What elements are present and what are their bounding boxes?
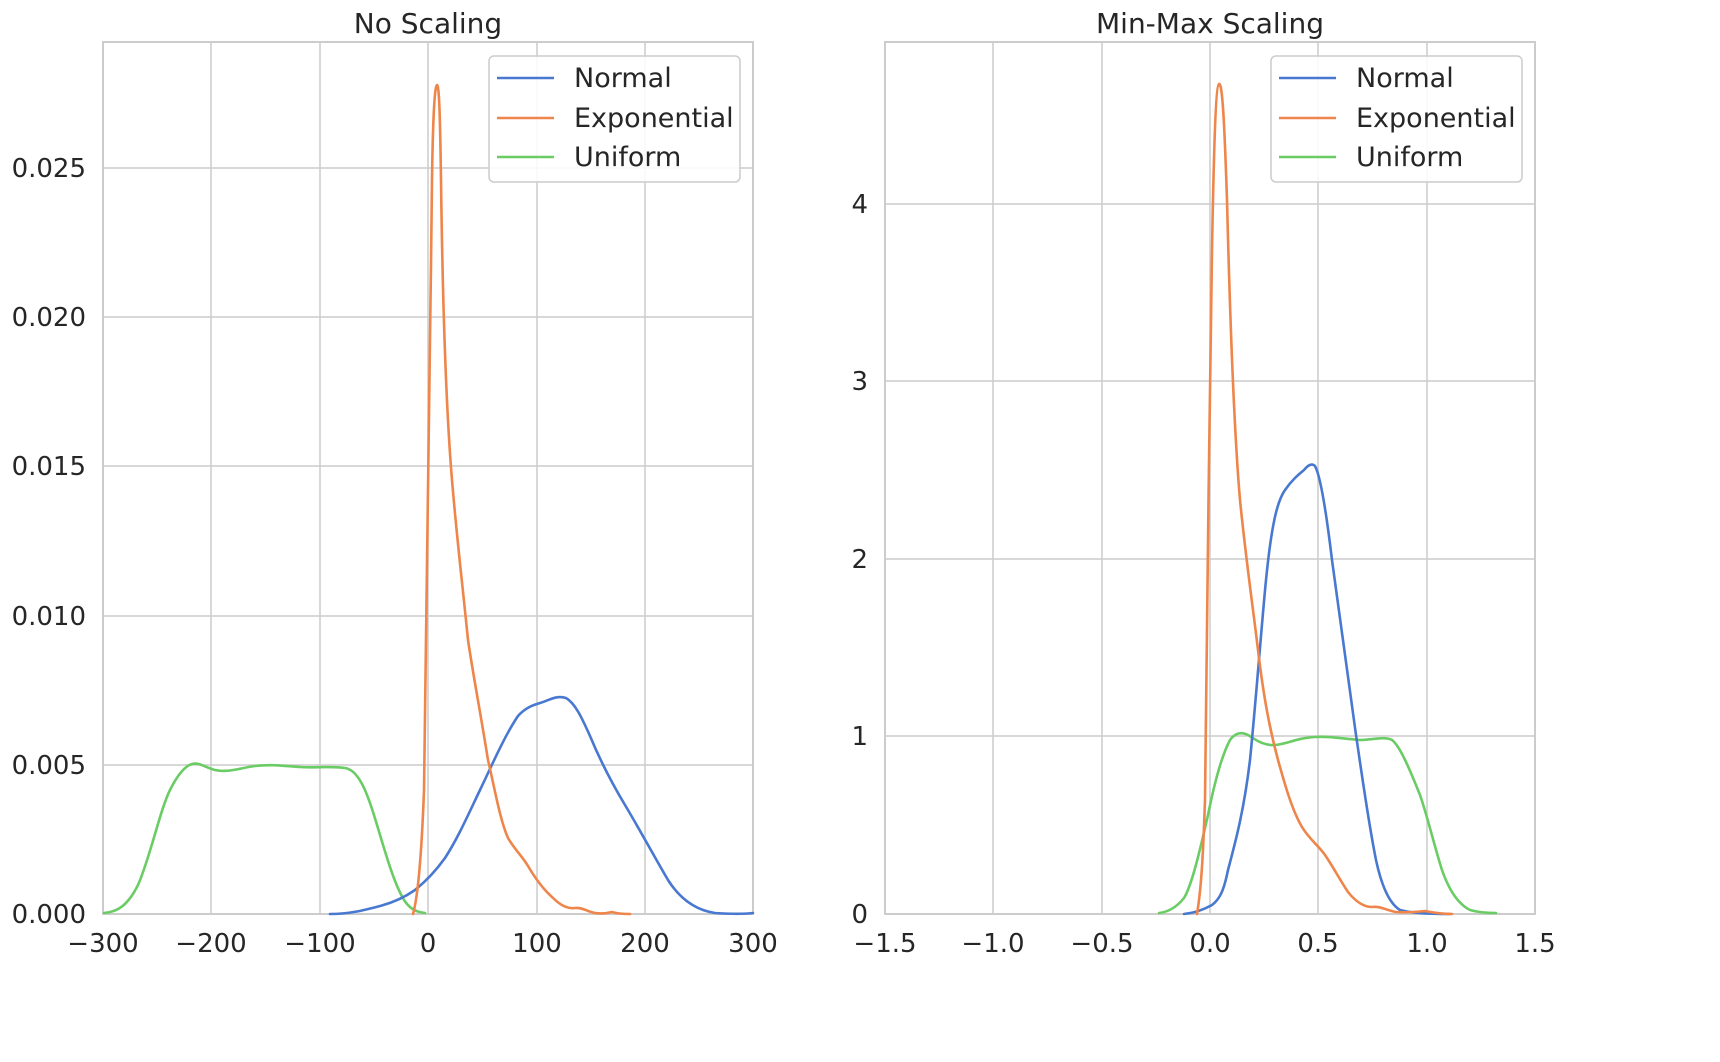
svg-text:−0.5: −0.5: [1070, 929, 1133, 959]
legend-uniform-label: Uniform: [1356, 142, 1463, 173]
x-tick-labels: −1.5 −1.0 −0.5 0.0 0.5 1.0 1.5: [853, 929, 1555, 959]
uniform-curve: [102, 762, 427, 915]
svg-text:0: 0: [420, 929, 437, 959]
legend-normal-label: Normal: [574, 63, 672, 94]
panel-title: Min-Max Scaling: [1096, 7, 1324, 40]
svg-text:0.0: 0.0: [1189, 929, 1230, 959]
svg-text:1.0: 1.0: [1406, 929, 1447, 959]
curves: [1157, 82, 1498, 916]
svg-text:−100: −100: [284, 929, 355, 959]
exponential-curve: [1195, 82, 1454, 916]
svg-text:0.015: 0.015: [12, 452, 86, 482]
svg-text:0.020: 0.020: [12, 303, 86, 333]
legend: Normal Exponential Uniform: [488, 55, 741, 183]
svg-text:−1.0: −1.0: [961, 929, 1024, 959]
panel-title: No Scaling: [354, 7, 502, 40]
svg-text:200: 200: [620, 929, 670, 959]
x-tick-labels: −300 −200 −100 0 100 200 300: [67, 929, 778, 959]
normal-curve: [328, 695, 755, 916]
svg-text:0.005: 0.005: [12, 751, 86, 781]
legend-exponential-label: Exponential: [574, 103, 734, 134]
uniform-curve: [1157, 731, 1498, 915]
svg-text:0.025: 0.025: [12, 154, 86, 184]
y-tick-labels: 0 1 2 3 4: [851, 190, 868, 930]
svg-text:−1.5: −1.5: [853, 929, 916, 959]
exponential-curve: [411, 83, 632, 916]
legend-uniform-label: Uniform: [574, 142, 681, 173]
svg-text:0: 0: [851, 900, 868, 930]
svg-text:4: 4: [851, 190, 868, 220]
curves: [102, 83, 755, 916]
y-gridlines: [885, 203, 1535, 737]
plot-area: [884, 41, 1536, 915]
svg-text:1: 1: [851, 722, 868, 752]
svg-text:1.5: 1.5: [1514, 929, 1555, 959]
legend-exponential-label: Exponential: [1356, 103, 1516, 134]
svg-text:300: 300: [728, 929, 778, 959]
legend: Normal Exponential Uniform: [1270, 55, 1523, 183]
svg-text:3: 3: [851, 367, 868, 397]
y-tick-labels: 0.000 0.005 0.010 0.015 0.020 0.025: [12, 154, 86, 930]
normal-curve: [1182, 463, 1452, 916]
panel-min-max-scaling: Min-Max Scaling 0 1 2 3 4 −1.5 −1.0 −0.5: [851, 7, 1555, 959]
svg-text:0.5: 0.5: [1297, 929, 1338, 959]
svg-text:−300: −300: [67, 929, 138, 959]
svg-text:0.000: 0.000: [12, 900, 86, 930]
svg-text:0.010: 0.010: [12, 602, 86, 632]
legend-box: [1270, 55, 1523, 183]
legend-box: [488, 55, 741, 183]
svg-text:−200: −200: [175, 929, 246, 959]
plot-area: [102, 41, 754, 915]
svg-text:2: 2: [851, 545, 868, 575]
legend-normal-label: Normal: [1356, 63, 1454, 94]
svg-text:100: 100: [512, 929, 562, 959]
panel-no-scaling: No Scaling 0.000 0.005 0.010 0.015 0.020…: [12, 7, 778, 959]
